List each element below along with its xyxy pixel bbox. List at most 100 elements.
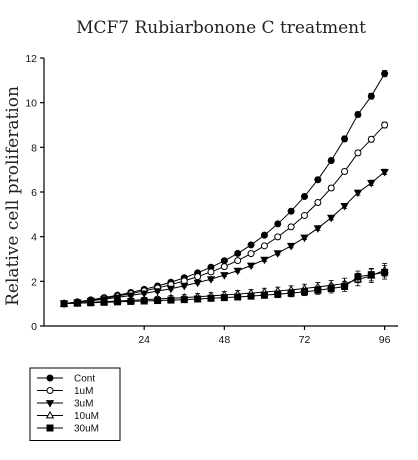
data-point-1uM (220, 263, 228, 271)
data-point-3uM (166, 285, 176, 294)
data-point-3uM (220, 272, 229, 280)
data-point-30uM (247, 292, 255, 300)
x-tick-label: 72 (299, 334, 311, 346)
data-point-Cont (287, 207, 295, 215)
y-tick-label: 0 (31, 321, 37, 333)
data-point-3uM (246, 262, 256, 271)
data-point-Cont (300, 192, 308, 200)
data-point-1uM (260, 242, 268, 250)
y-tick-label: 8 (31, 142, 37, 154)
data-point-30uM (87, 299, 95, 307)
data-point-Cont (220, 257, 228, 265)
data-point-30uM (60, 300, 68, 308)
data-point-Cont (260, 231, 268, 239)
y-axis-label: Relative cell proliferation (3, 86, 23, 306)
data-point-3uM (193, 279, 202, 288)
data-point-30uM (381, 268, 389, 276)
data-point-3uM (367, 179, 376, 188)
data-point-3uM (300, 234, 309, 243)
data-point-1uM (207, 268, 215, 276)
data-point-1uM (381, 121, 389, 129)
data-point-Cont (314, 176, 322, 184)
data-point-30uM (167, 296, 175, 304)
data-point-30uM (127, 297, 135, 305)
data-point-30uM (113, 298, 121, 306)
legend-marker-30uM (46, 424, 54, 432)
data-point-Cont (381, 70, 389, 78)
series-Cont (60, 70, 389, 308)
data-point-1uM (367, 135, 375, 143)
data-point-3uM (273, 250, 282, 258)
legend-marker-10uM (45, 410, 55, 419)
data-point-Cont (247, 241, 255, 249)
data-point-1uM (274, 233, 282, 241)
data-point-30uM (260, 291, 268, 299)
data-point-30uM (327, 284, 335, 292)
data-point-30uM (207, 294, 215, 302)
legend-label-3uM: 3uM (74, 399, 93, 410)
legend-marker-3uM (45, 400, 55, 408)
data-point-30uM (73, 299, 81, 307)
data-point-3uM (380, 169, 389, 177)
data-point-Cont (367, 92, 375, 100)
series-line-3uM (63, 171, 385, 305)
y-tick-label: 6 (31, 187, 37, 199)
data-point-1uM (194, 273, 202, 281)
data-point-3uM (353, 189, 363, 198)
data-point-3uM (340, 202, 349, 211)
data-point-30uM (220, 294, 228, 302)
legend-label-1uM: 1uM (74, 386, 93, 397)
data-point-30uM (354, 273, 362, 281)
data-point-30uM (367, 271, 375, 279)
legend-marker-Cont (46, 374, 54, 382)
data-point-30uM (194, 295, 202, 303)
series-3uM (59, 168, 389, 309)
data-point-1uM (247, 250, 255, 258)
data-point-30uM (274, 290, 282, 298)
x-tick-label: 48 (218, 334, 230, 346)
legend-label-30uM: 30uM (74, 424, 99, 435)
series-30uM (60, 265, 389, 308)
y-tick-label: 2 (31, 276, 37, 288)
x-tick-label: 96 (379, 334, 391, 346)
data-point-30uM (287, 289, 295, 297)
data-point-1uM (314, 198, 322, 206)
data-point-1uM (341, 167, 349, 175)
data-point-30uM (314, 286, 322, 294)
data-point-1uM (234, 257, 242, 265)
data-point-3uM (313, 225, 322, 233)
data-point-1uM (300, 211, 308, 219)
data-point-1uM (287, 223, 295, 231)
data-point-3uM (286, 242, 296, 251)
data-point-Cont (274, 220, 282, 228)
data-point-30uM (154, 297, 162, 305)
legend-label-Cont: Cont (74, 374, 95, 385)
legend-label-10uM: 10uM (74, 411, 99, 422)
data-point-30uM (140, 297, 148, 305)
data-point-30uM (100, 298, 108, 306)
x-tick-label: 24 (138, 334, 150, 346)
data-point-30uM (341, 282, 349, 290)
data-point-3uM (140, 290, 149, 299)
data-point-Cont (327, 157, 335, 165)
y-tick-label: 10 (25, 98, 37, 110)
chart-title: MCF7 Rubiarbonone C treatment (76, 18, 366, 38)
legend-marker-1uM (46, 387, 54, 394)
data-point-Cont (234, 249, 242, 257)
data-point-3uM (153, 288, 162, 296)
data-point-Cont (341, 135, 349, 143)
data-point-30uM (180, 296, 188, 304)
data-point-3uM (180, 282, 189, 291)
y-tick-label: 4 (31, 232, 37, 244)
data-point-3uM (327, 214, 336, 223)
data-point-3uM (206, 276, 216, 284)
data-point-3uM (233, 267, 242, 276)
y-tick-label: 12 (25, 53, 37, 65)
data-point-1uM (327, 184, 335, 192)
data-point-1uM (354, 149, 362, 157)
data-point-Cont (354, 111, 362, 119)
data-point-30uM (234, 293, 242, 301)
